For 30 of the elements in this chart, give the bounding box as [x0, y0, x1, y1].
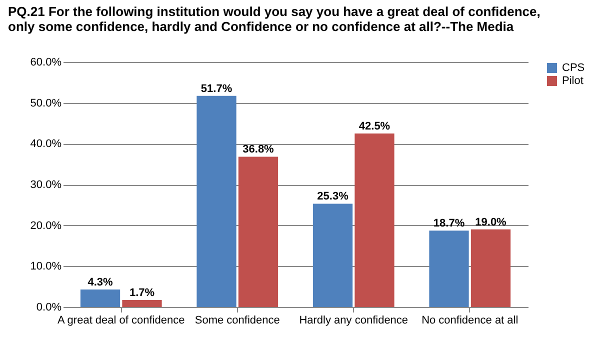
data-label: 18.7%	[433, 218, 465, 230]
bar	[354, 133, 394, 307]
y-tick-label: 60.0%	[30, 56, 62, 68]
y-tick-label: 30.0%	[30, 179, 62, 191]
chart-title: PQ.21 For the following institution would you say you have a great deal of confidence, only some confidence, hardly and Confidence or no confidence at all?--The Media	[8, 4, 540, 34]
y-tick-label: 10.0%	[30, 260, 62, 273]
x-tick-label: Hardly any confidence	[299, 314, 408, 326]
data-label: 19.0%	[475, 216, 507, 228]
y-tick-label: 20.0%	[30, 220, 62, 232]
data-label: 25.3%	[317, 190, 349, 203]
y-tick-label: 0.0%	[36, 302, 62, 314]
x-tick-label: Some confidence	[194, 314, 280, 326]
x-tick-label: No confidence at all	[422, 314, 518, 326]
y-tick-label: 40.0%	[30, 138, 62, 150]
data-label: 36.8%	[242, 144, 274, 156]
x-tick-label: A great deal of confidence	[58, 314, 185, 326]
data-label: 51.7%	[200, 82, 232, 95]
bar	[80, 289, 120, 307]
bar	[470, 229, 511, 307]
bar	[312, 204, 353, 307]
y-tick-label: 50.0%	[30, 97, 62, 110]
bar	[238, 156, 278, 307]
legend-label: Pilot	[562, 75, 584, 87]
data-label: 4.3%	[88, 276, 114, 288]
bar	[122, 300, 162, 307]
bar	[429, 230, 469, 307]
data-label: 42.5%	[358, 120, 390, 132]
legend-label: CPS	[562, 62, 585, 74]
bar	[196, 96, 236, 307]
data-label: 1.7%	[129, 287, 155, 300]
